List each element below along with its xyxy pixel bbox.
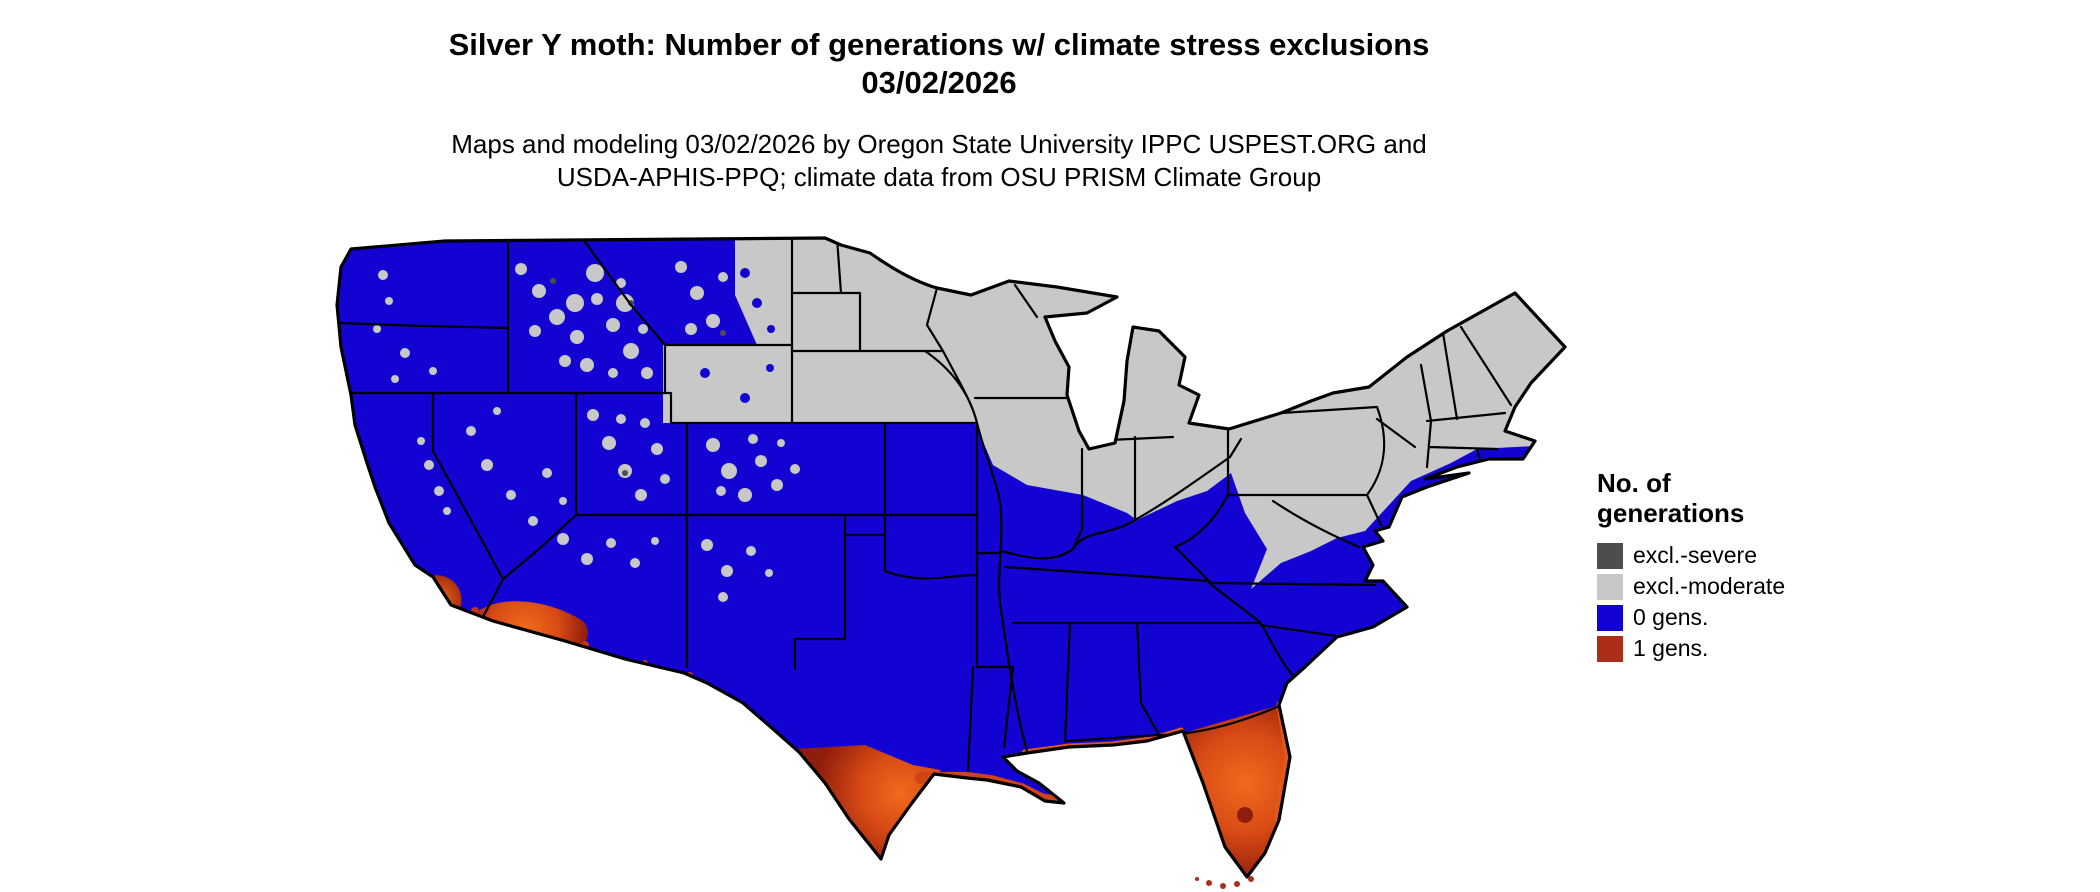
us-outline xyxy=(335,236,1567,879)
legend-label-excl-severe: excl.-severe xyxy=(1633,542,1757,568)
one-gen-region-florida xyxy=(1163,703,1293,877)
legend-item-zero-gens: 0 gens. xyxy=(1597,604,1785,631)
legend-swatch-one-gen xyxy=(1597,635,1623,662)
legend-item-one-gen: 1 gens. xyxy=(1597,635,1785,662)
zero-gens-speckles xyxy=(700,268,775,403)
legend-title: No. of generations xyxy=(1597,468,1785,528)
legend-swatch-excl-moderate xyxy=(1597,573,1623,600)
excl-moderate-speckles xyxy=(373,261,800,602)
legend-title-line1: No. of xyxy=(1597,468,1671,498)
legend: No. of generations excl.-severe excl.-mo… xyxy=(1597,468,1785,666)
florida-keys xyxy=(1195,876,1254,889)
page-title-line1: Silver Y moth: Number of generations w/ … xyxy=(448,27,1430,62)
legend-swatch-zero-gens xyxy=(1597,604,1623,631)
legend-label-zero-gens: 0 gens. xyxy=(1633,604,1709,630)
subtitle-line2: USDA-APHIS-PPQ; climate data from OSU PR… xyxy=(556,162,1322,192)
subtitle: Maps and modeling 03/02/2026 by Oregon S… xyxy=(0,128,1878,194)
map-container xyxy=(325,233,1575,892)
header: Silver Y moth: Number of generations w/ … xyxy=(0,26,1878,194)
legend-item-excl-moderate: excl.-moderate xyxy=(1597,573,1785,600)
legend-label-excl-moderate: excl.-moderate xyxy=(1633,573,1786,599)
legend-label-one-gen: 1 gens. xyxy=(1633,635,1709,661)
us-generations-map xyxy=(335,236,1567,889)
excl-severe-speckles xyxy=(550,278,726,476)
legend-swatch-excl-severe xyxy=(1597,542,1623,569)
state-borders xyxy=(337,238,1513,773)
page-title-line2: 03/02/2026 xyxy=(861,65,1017,100)
legend-item-excl-severe: excl.-severe xyxy=(1597,542,1785,569)
legend-title-line2: generations xyxy=(1597,498,1745,528)
one-gen-okeechobee-dark-patch xyxy=(1237,807,1253,823)
subtitle-line1: Maps and modeling 03/02/2026 by Oregon S… xyxy=(451,129,1427,159)
